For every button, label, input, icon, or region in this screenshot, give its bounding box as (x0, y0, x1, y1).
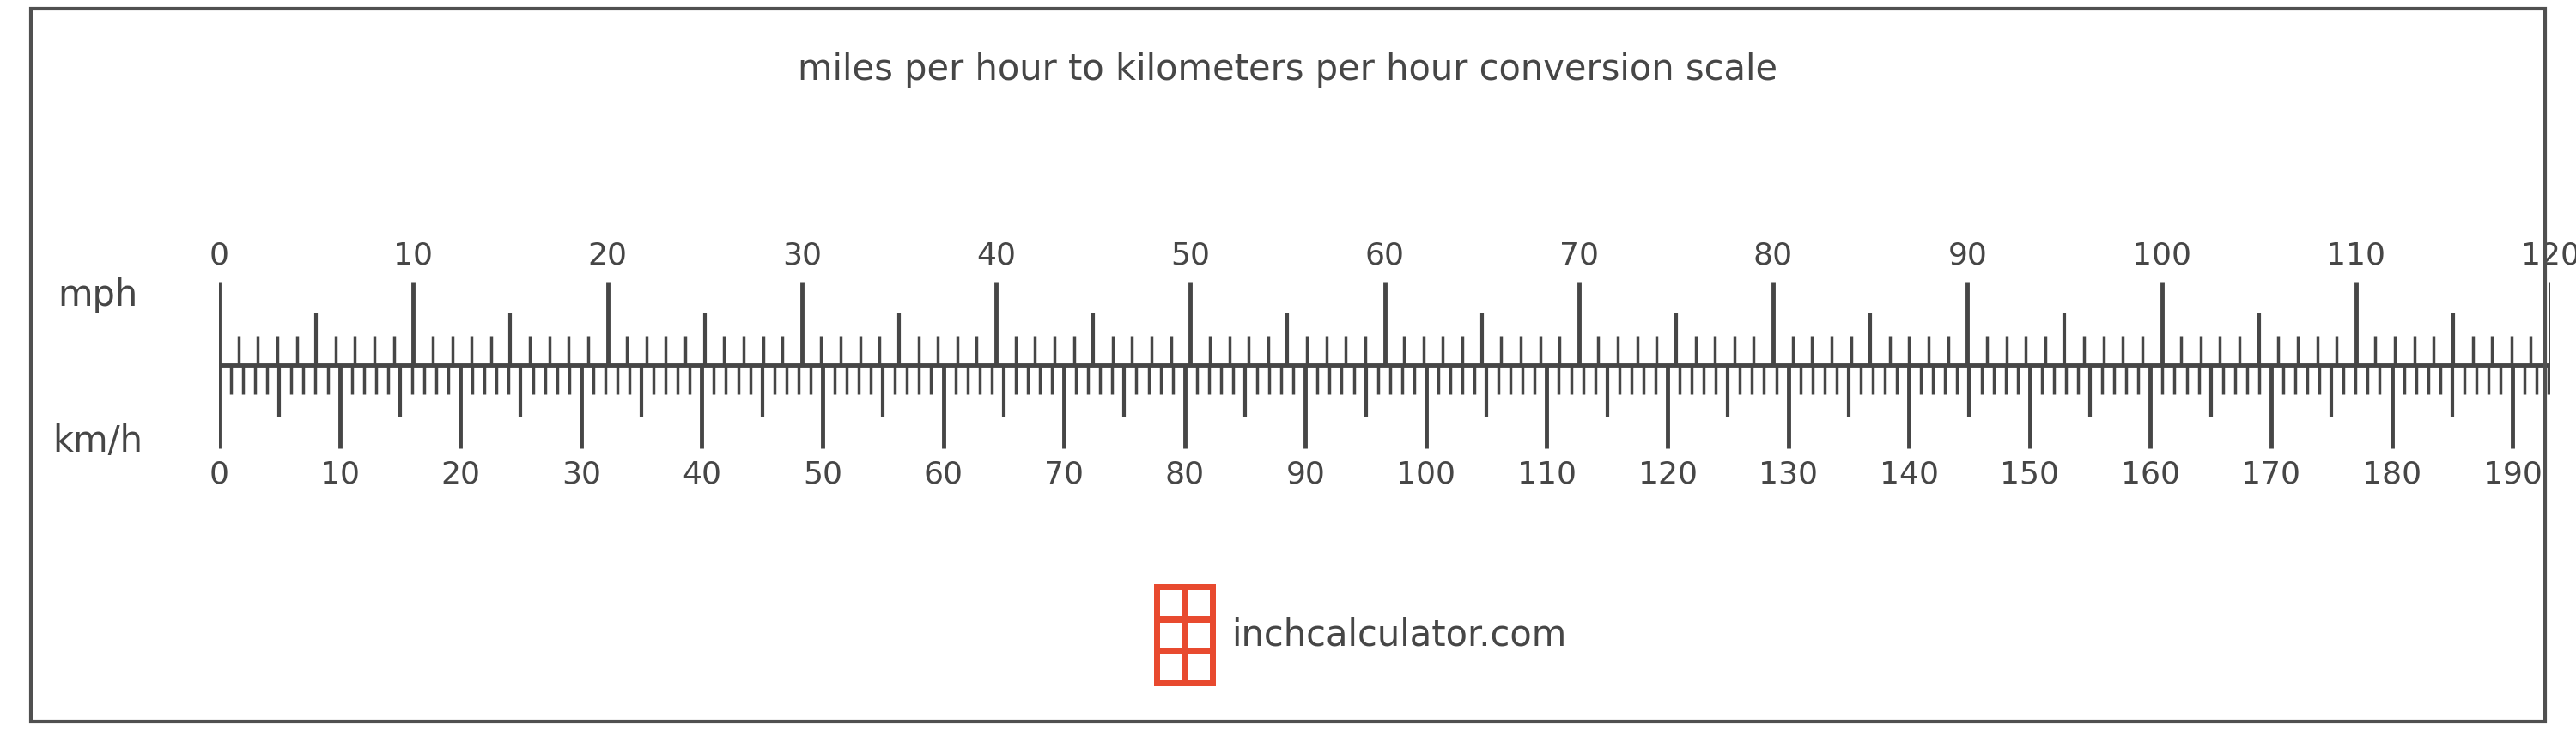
Text: 40: 40 (976, 241, 1015, 270)
Text: 0: 0 (209, 460, 229, 489)
Text: 180: 180 (2362, 460, 2421, 489)
Text: 160: 160 (2120, 460, 2179, 489)
Text: inchcalculator.com: inchcalculator.com (1231, 617, 1566, 653)
Text: 100: 100 (1396, 460, 1455, 489)
Text: 50: 50 (1170, 241, 1211, 270)
Text: 60: 60 (925, 460, 963, 489)
Text: 10: 10 (319, 460, 361, 489)
Text: 80: 80 (1754, 241, 1793, 270)
Text: 110: 110 (1517, 460, 1577, 489)
Text: 150: 150 (1999, 460, 2058, 489)
Text: 20: 20 (587, 241, 629, 270)
Text: 190: 190 (2483, 460, 2543, 489)
Text: 120: 120 (2519, 241, 2576, 270)
Text: 80: 80 (1164, 460, 1206, 489)
Text: 40: 40 (683, 460, 721, 489)
Text: km/h: km/h (52, 423, 144, 460)
Text: 70: 70 (1558, 241, 1600, 270)
Text: 0: 0 (209, 241, 229, 270)
Text: miles per hour to kilometers per hour conversion scale: miles per hour to kilometers per hour co… (799, 51, 1777, 87)
Text: 120: 120 (1638, 460, 1698, 489)
Text: 30: 30 (562, 460, 600, 489)
Text: 30: 30 (783, 241, 822, 270)
Text: 90: 90 (1285, 460, 1324, 489)
Text: 70: 70 (1043, 460, 1084, 489)
Text: 60: 60 (1365, 241, 1404, 270)
Text: 130: 130 (1759, 460, 1819, 489)
Text: 100: 100 (2133, 241, 2192, 270)
Text: 170: 170 (2241, 460, 2300, 489)
Text: 10: 10 (394, 241, 433, 270)
Text: 140: 140 (1880, 460, 1940, 489)
Text: 90: 90 (1947, 241, 1986, 270)
Text: 20: 20 (440, 460, 479, 489)
Text: mph: mph (57, 277, 139, 314)
Text: 50: 50 (804, 460, 842, 489)
Text: 110: 110 (2326, 241, 2385, 270)
